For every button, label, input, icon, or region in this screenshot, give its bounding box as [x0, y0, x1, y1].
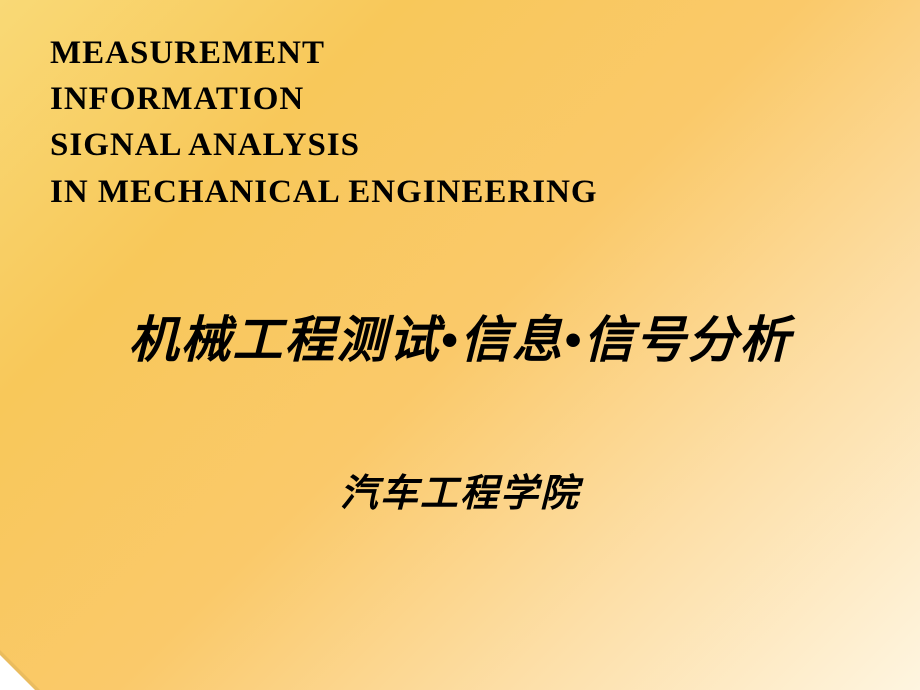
english-title-line-1: MEASUREMENT — [50, 30, 870, 76]
english-title-line-4: IN MECHANICAL ENGINEERING — [50, 169, 870, 215]
english-title-line-3: SIGNAL ANALYSIS — [50, 122, 870, 168]
english-title-line-2: INFORMATION — [50, 76, 870, 122]
chinese-title: 机械工程测试•信息•信号分析 — [50, 300, 870, 372]
corner-fold-icon — [0, 655, 35, 690]
english-title-block: MEASUREMENT INFORMATION SIGNAL ANALYSIS … — [50, 30, 870, 215]
institution-name: 汽车工程学院 — [50, 462, 870, 517]
presentation-slide: MEASUREMENT INFORMATION SIGNAL ANALYSIS … — [0, 0, 920, 690]
